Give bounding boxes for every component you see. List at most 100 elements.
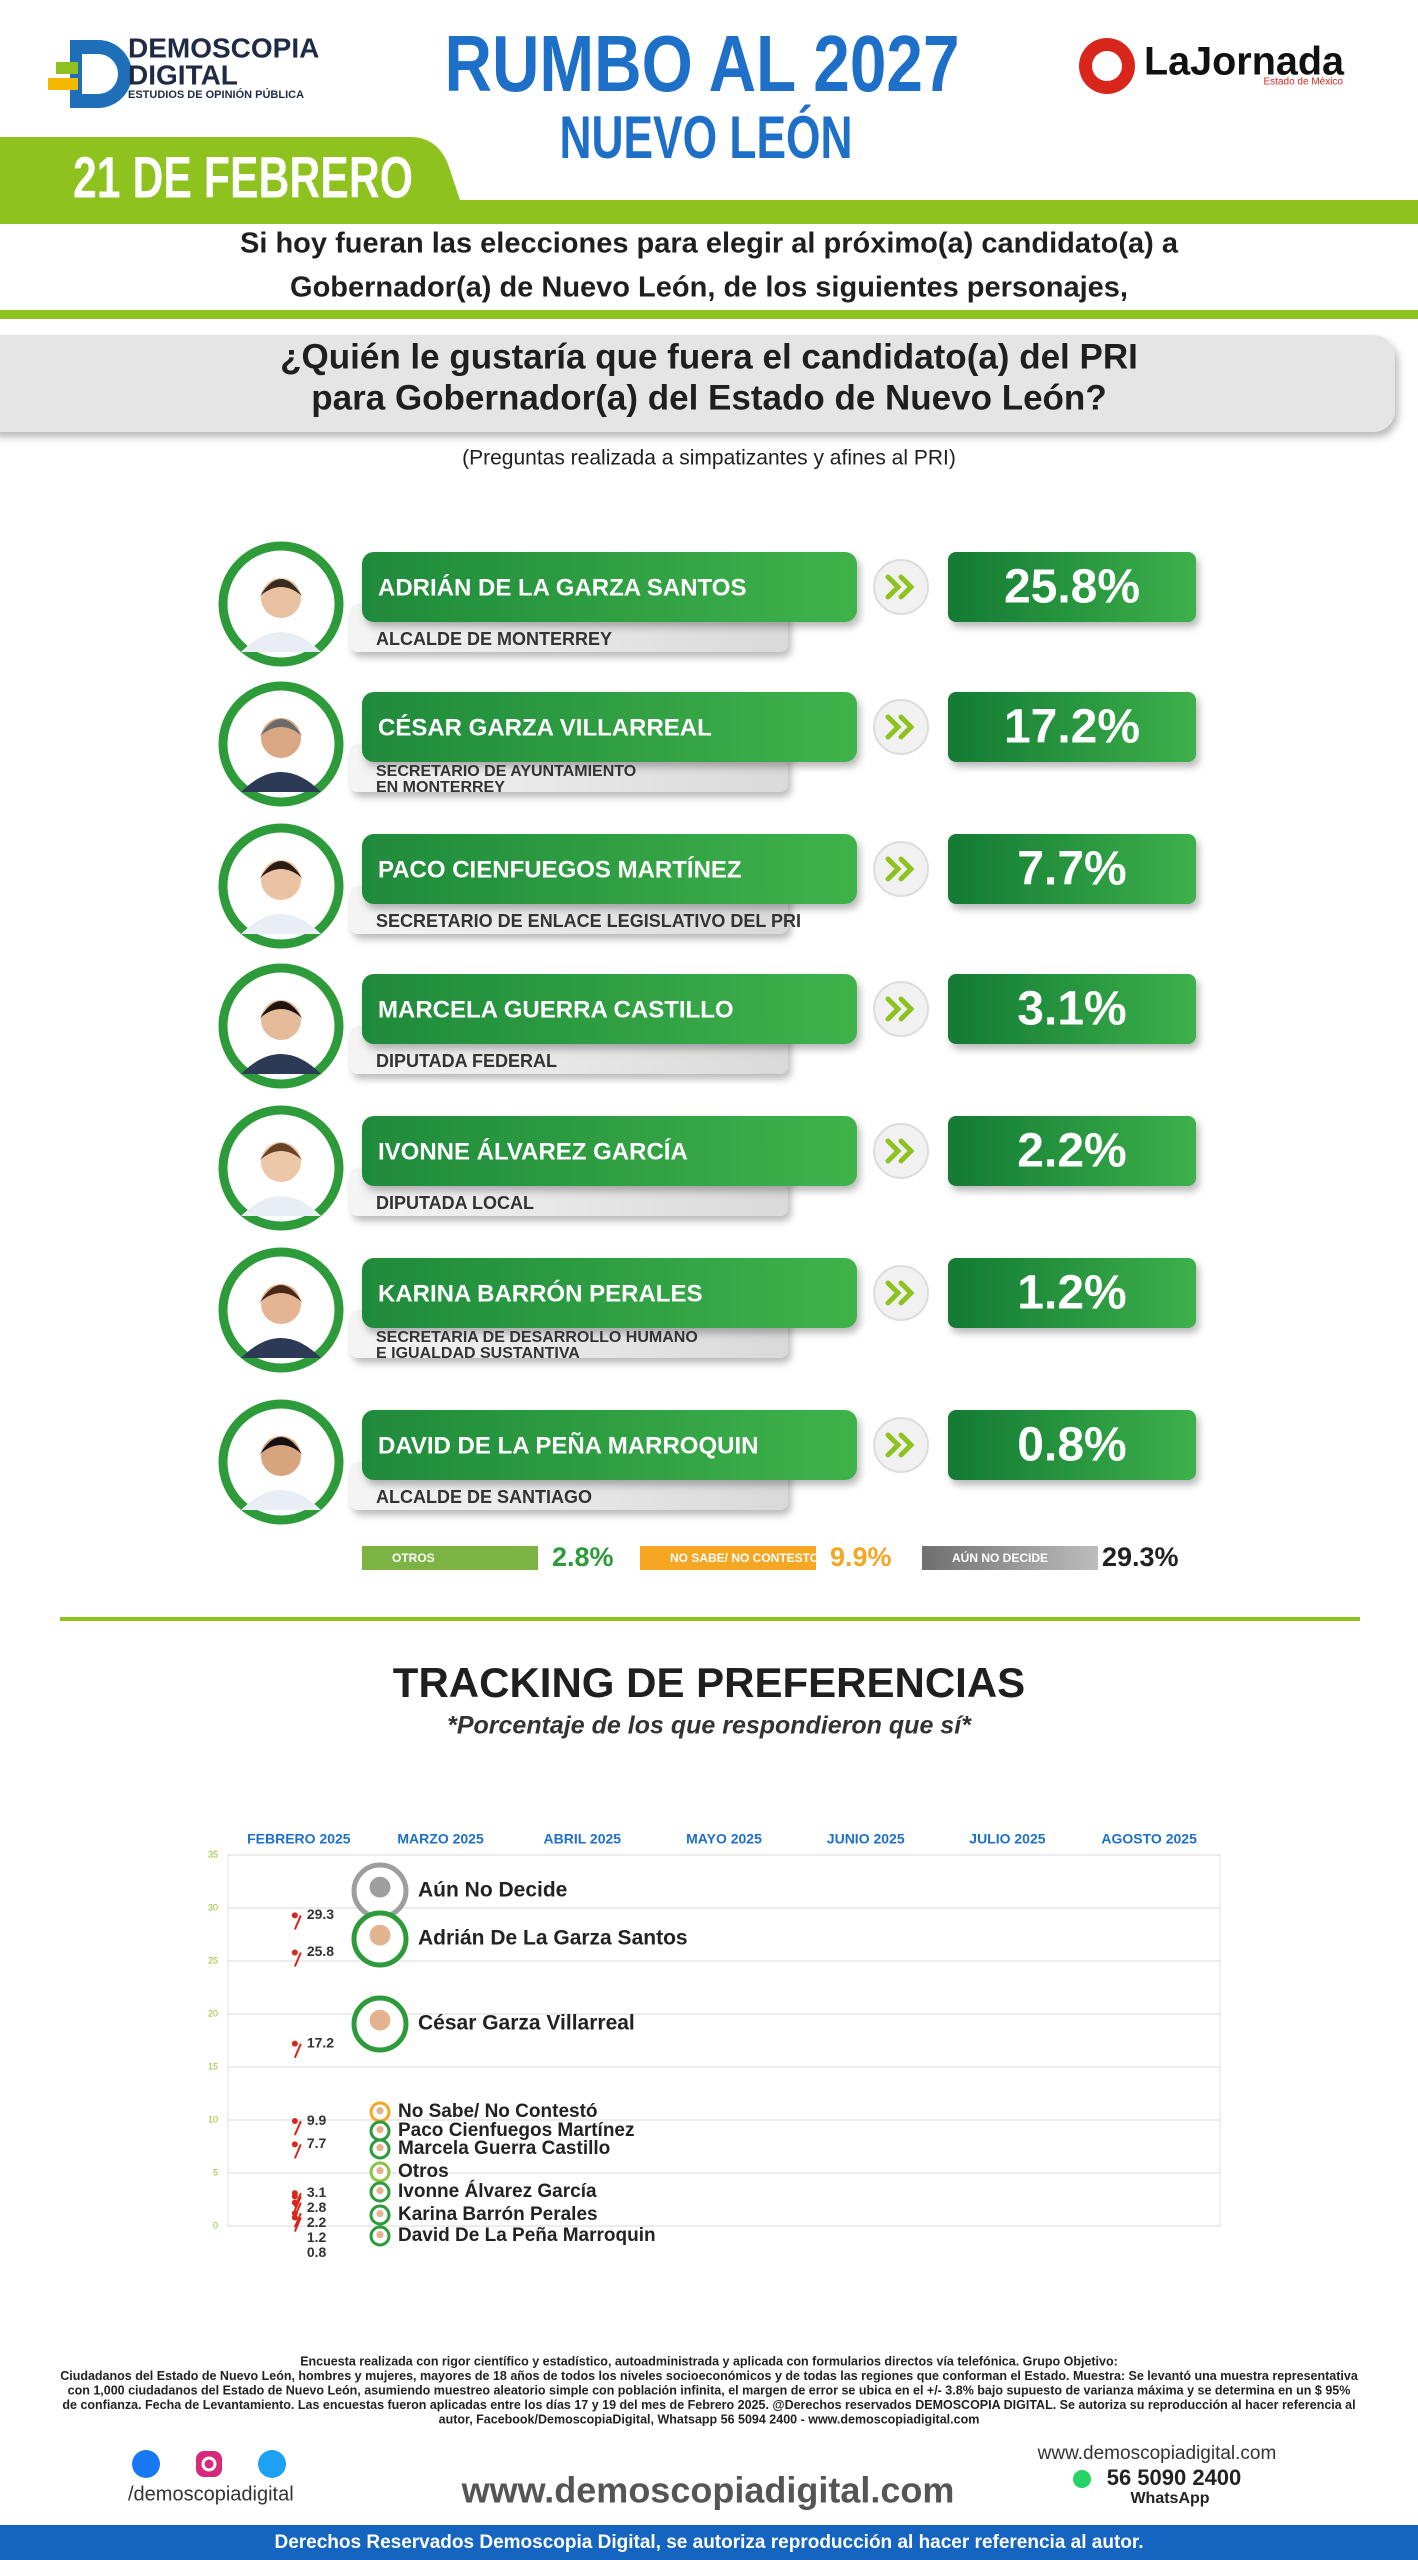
value-label: 3.1 <box>307 2184 327 2200</box>
candidate-role: ALCALDE DE MONTERREY <box>376 629 612 649</box>
other-value: 29.3% <box>1102 1542 1179 1572</box>
percent-box <box>948 974 1196 1044</box>
name-bar <box>362 692 857 762</box>
legend-label: Ivonne Álvarez García <box>398 2180 597 2202</box>
rights: Derechos Reservados Demoscopia Digital, … <box>274 2532 1143 2553</box>
percent-value: 2.2% <box>1017 1125 1126 1178</box>
chevron <box>885 1432 915 1458</box>
candidate-row: MARCELA GUERRA CASTILLO DIPUTADA FEDERAL 3… <box>218 963 1196 1089</box>
legend-icon-inner <box>376 2231 384 2239</box>
legend-icon-inner <box>376 2126 384 2134</box>
note: (Preguntas realizada a simpatizantes y a… <box>462 447 956 470</box>
candidate-name: DAVID DE LA PEÑA MARROQUIN <box>378 1431 758 1459</box>
candidate-row: CÉSAR GARZA VILLARREAL SECRETARIO DE AYUN… <box>218 681 1196 807</box>
photo-hair <box>260 1437 302 1454</box>
candidate-name: PACO CIENFUEGOS MARTÍNEZ <box>378 855 742 883</box>
y-tick-label: 0 <box>213 2220 218 2230</box>
legend-label: Karina Barrón Perales <box>398 2204 598 2225</box>
partner-logo-inner <box>1092 51 1122 81</box>
percent-value: 25.8% <box>1004 561 1140 614</box>
legend-label: No Sabe/ No Contestó <box>398 2101 598 2122</box>
photo-hair <box>260 1285 302 1302</box>
photo-hair <box>260 1001 302 1018</box>
legend-icon-inner <box>376 2144 384 2152</box>
legend-icon-inner <box>376 2210 384 2218</box>
legend-label: Aún No Decide <box>418 1879 567 1902</box>
data-point <box>291 2118 298 2125</box>
chevron <box>885 856 915 882</box>
photo-body <box>241 772 321 792</box>
chevron <box>885 1138 915 1164</box>
data-point <box>291 2141 298 2148</box>
logo-d-inner <box>82 54 118 94</box>
trend-arrow <box>293 2043 302 2059</box>
main-title: RUMBO AL 2027 <box>445 19 960 108</box>
question-line: ¿Quién le gustaría que fuera el candidat… <box>280 337 1138 376</box>
question-box <box>0 335 1395 432</box>
date: 21 DE FEBRERO <box>73 145 413 210</box>
x-tick-label: AGOSTO 2025 <box>1101 1831 1197 1847</box>
name-bar <box>362 1258 857 1328</box>
photo-body <box>241 1490 321 1510</box>
main-subtitle: NUEVO LEÓN <box>560 104 853 171</box>
candidate-name: KARINA BARRÓN PERALES <box>378 1279 702 1307</box>
legend-label: David De La Peña Marroquin <box>398 2225 656 2246</box>
legend-icon-inner <box>369 1876 391 1898</box>
percent-box <box>948 692 1196 762</box>
methodology-line: Ciudadanos del Estado de Nuevo León, hom… <box>60 2369 1359 2383</box>
methodology-line: autor, Facebook/DemoscopiaDigital, Whats… <box>439 2412 980 2426</box>
brand-tagline: ESTUDIOS DE OPINIÓN PÚBLICA <box>128 88 304 101</box>
percent-value: 17.2% <box>1004 701 1140 754</box>
whatsapp-icon <box>1073 2470 1091 2488</box>
percent-value: 3.1% <box>1017 983 1126 1036</box>
partner-sub: Estado de México <box>1264 77 1344 88</box>
value-label: 9.9 <box>307 2112 327 2128</box>
photo-body <box>241 914 321 934</box>
value-label: 17.2 <box>307 2034 334 2050</box>
candidate-role: EN MONTERREY <box>376 779 505 796</box>
question-line: para Gobernador(a) del Estado de Nuevo L… <box>311 378 1106 417</box>
y-tick-label: 20 <box>208 2008 218 2018</box>
other-bar <box>922 1546 1098 1570</box>
percent-value: 1.2% <box>1017 1267 1126 1320</box>
chevron <box>885 1280 915 1306</box>
other-bar <box>362 1546 538 1570</box>
candidate-row: ADRIÁN DE LA GARZA SANTOS ALCALDE DE MONT… <box>218 541 1196 667</box>
x-tick-label: JULIO 2025 <box>969 1831 1045 1847</box>
footer-band <box>0 2525 1418 2560</box>
name-bar <box>362 834 857 904</box>
photo-body <box>241 632 321 652</box>
candidate-role: SECRETARIO DE AYUNTAMIENTO <box>376 763 636 780</box>
candidate-role: E IGUALDAD SUSTANTIVA <box>376 1345 580 1362</box>
percent-box <box>948 1258 1196 1328</box>
data-point <box>291 2193 298 2200</box>
legend-label: Marcela Guerra Castillo <box>398 2138 610 2159</box>
data-point <box>291 1949 298 1956</box>
methodology-line: con 1,000 ciudadanos del Estado de Nuevo… <box>68 2383 1351 2397</box>
value-label: 2.8 <box>307 2199 327 2215</box>
legend-label: Adrián De La Garza Santos <box>418 1927 688 1950</box>
other-label: AÚN NO DECIDE <box>952 1550 1048 1565</box>
name-bar <box>362 974 857 1044</box>
x-tick-label: JUNIO 2025 <box>827 1831 905 1847</box>
logo-bar <box>48 78 78 90</box>
other-label: OTROS <box>392 1551 435 1565</box>
divider <box>0 310 1418 319</box>
data-point <box>291 2199 298 2206</box>
methodology-line: de confianza. Fecha de Levantamiento. La… <box>62 2398 1355 2412</box>
value-label: 7.7 <box>307 2135 327 2151</box>
percent-box <box>948 834 1196 904</box>
facebook-icon <box>132 2450 160 2478</box>
candidate-name: CÉSAR GARZA VILLARREAL <box>378 713 712 741</box>
partner-name: LaJornada <box>1144 40 1345 84</box>
instagram-lens <box>201 2456 217 2472</box>
chevron <box>885 574 915 600</box>
candidate-name: ADRIÁN DE LA GARZA SANTOS <box>378 573 746 601</box>
candidate-role: SECRETARIA DE DESARROLLO HUMANO <box>376 1329 698 1346</box>
brand-name: DEMOSCOPIA <box>128 32 319 63</box>
y-tick-label: 15 <box>208 2061 218 2071</box>
name-bar <box>362 1410 857 1480</box>
data-point <box>291 2214 298 2221</box>
phone: 56 5090 2400 <box>1107 2465 1242 2490</box>
